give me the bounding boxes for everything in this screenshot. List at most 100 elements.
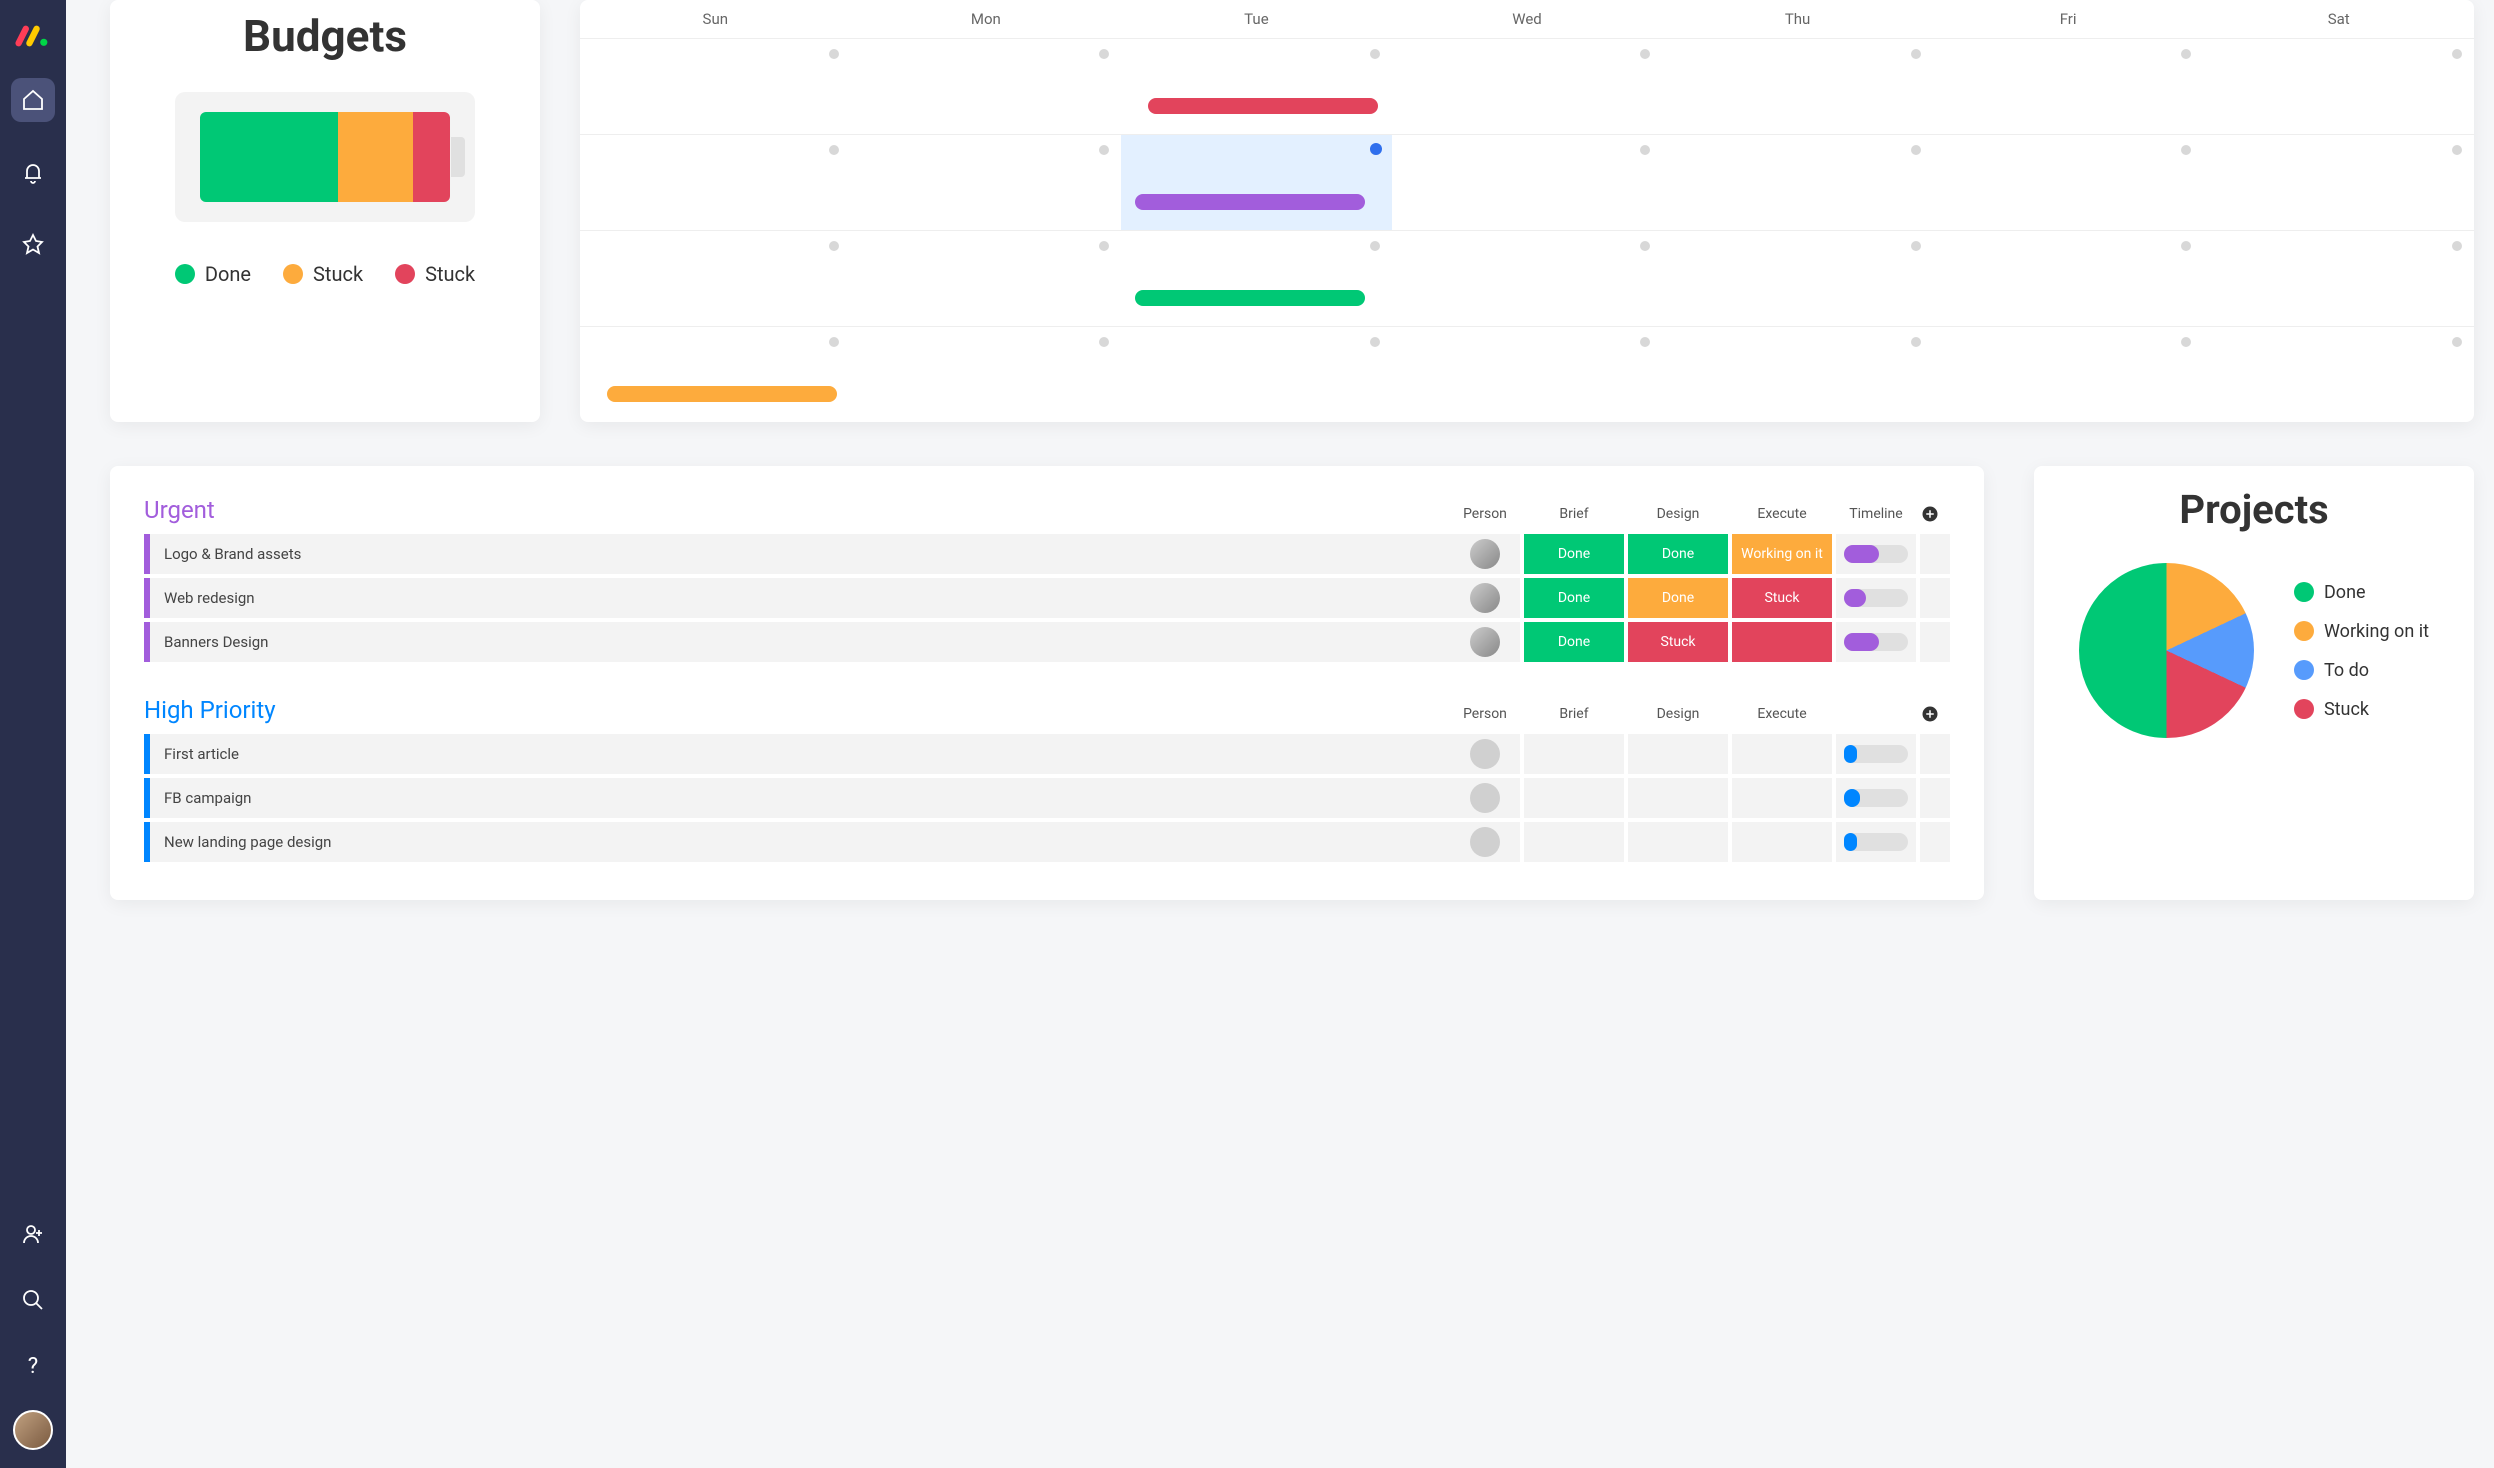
- calendar-cell[interactable]: [1392, 230, 1663, 326]
- timeline-cell[interactable]: [1836, 778, 1916, 818]
- person-cell[interactable]: [1450, 534, 1520, 574]
- calendar-cell[interactable]: [2203, 230, 2474, 326]
- task-name[interactable]: First article: [150, 734, 1450, 774]
- nav-search[interactable]: [11, 1278, 55, 1322]
- calendar-cell[interactable]: [1933, 326, 2204, 422]
- status-cell[interactable]: Done: [1628, 578, 1728, 618]
- person-cell[interactable]: [1450, 778, 1520, 818]
- calendar-widget: SunMonTueWedThuFriSat: [580, 0, 2474, 422]
- task-name[interactable]: New landing page design: [150, 822, 1450, 862]
- group-title[interactable]: Urgent: [144, 496, 215, 524]
- calendar-cell[interactable]: [1121, 326, 1392, 422]
- budgets-widget: Budgets DoneStuckStuck: [110, 0, 540, 422]
- status-cell[interactable]: Done: [1524, 578, 1624, 618]
- nav-home[interactable]: [11, 78, 55, 122]
- task-row[interactable]: Web redesignDoneDoneStuck: [144, 578, 1950, 618]
- calendar-cell[interactable]: [851, 326, 1122, 422]
- group-title[interactable]: High Priority: [144, 696, 276, 724]
- task-row[interactable]: Logo & Brand assetsDoneDoneWorking on it: [144, 534, 1950, 574]
- calendar-event[interactable]: [1148, 98, 1378, 114]
- calendar-cell[interactable]: [1392, 326, 1663, 422]
- task-name[interactable]: Web redesign: [150, 578, 1450, 618]
- timeline-cell[interactable]: [1836, 622, 1916, 662]
- calendar-cell[interactable]: [2203, 134, 2474, 230]
- calendar-cell[interactable]: [851, 134, 1122, 230]
- status-cell[interactable]: [1732, 734, 1832, 774]
- person-cell[interactable]: [1450, 578, 1520, 618]
- calendar-day-header: Wed: [1392, 0, 1663, 38]
- calendar-cell[interactable]: [580, 326, 851, 422]
- status-cell[interactable]: Stuck: [1732, 578, 1832, 618]
- nav-notifications[interactable]: [11, 150, 55, 194]
- status-cell[interactable]: [1732, 622, 1832, 662]
- task-row[interactable]: FB campaign: [144, 778, 1950, 818]
- calendar-cell[interactable]: [1662, 134, 1933, 230]
- status-cell[interactable]: Done: [1524, 534, 1624, 574]
- calendar-cell[interactable]: [1392, 134, 1663, 230]
- projects-legend-item: Stuck: [2294, 699, 2429, 720]
- task-name[interactable]: Logo & Brand assets: [150, 534, 1450, 574]
- nav-invite[interactable]: [11, 1212, 55, 1256]
- add-column-button[interactable]: [1920, 704, 1940, 724]
- person-cell[interactable]: [1450, 822, 1520, 862]
- column-header: Design: [1628, 506, 1728, 522]
- status-cell[interactable]: [1524, 778, 1624, 818]
- calendar-cell[interactable]: [1121, 230, 1392, 326]
- column-header: Timeline: [1836, 506, 1916, 522]
- task-name[interactable]: Banners Design: [150, 622, 1450, 662]
- status-cell[interactable]: [1628, 734, 1728, 774]
- add-column-button[interactable]: [1920, 504, 1940, 524]
- timeline-cell[interactable]: [1836, 578, 1916, 618]
- task-row[interactable]: New landing page design: [144, 822, 1950, 862]
- status-cell[interactable]: Stuck: [1628, 622, 1728, 662]
- task-row[interactable]: Banners Design DoneStuck: [144, 622, 1950, 662]
- person-add-icon: [21, 1222, 45, 1246]
- person-cell[interactable]: [1450, 622, 1520, 662]
- nav-help[interactable]: ?: [11, 1344, 55, 1388]
- calendar-cell[interactable]: [580, 38, 851, 134]
- calendar-cell[interactable]: [1121, 134, 1392, 230]
- calendar-day-header: Mon: [851, 0, 1122, 38]
- person-cell[interactable]: [1450, 734, 1520, 774]
- timeline-cell[interactable]: [1836, 534, 1916, 574]
- task-row[interactable]: First article: [144, 734, 1950, 774]
- status-cell[interactable]: [1524, 822, 1624, 862]
- calendar-cell[interactable]: [1662, 326, 1933, 422]
- column-header: Design: [1628, 706, 1728, 722]
- calendar-cell[interactable]: [1392, 38, 1663, 134]
- calendar-cell[interactable]: [1662, 38, 1933, 134]
- status-cell[interactable]: [1732, 822, 1832, 862]
- status-cell[interactable]: Done: [1628, 534, 1728, 574]
- tasks-widget: UrgentPersonBriefDesignExecuteTimelineLo…: [110, 466, 1984, 900]
- sidebar: ?: [0, 0, 66, 1468]
- calendar-cell[interactable]: [1933, 134, 2204, 230]
- task-name[interactable]: FB campaign: [150, 778, 1450, 818]
- status-cell[interactable]: [1732, 778, 1832, 818]
- calendar-day-header: Sun: [580, 0, 851, 38]
- calendar-cell[interactable]: [580, 134, 851, 230]
- calendar-cell[interactable]: [851, 38, 1122, 134]
- spacer-cell: [1920, 822, 1950, 862]
- nav-favorites[interactable]: [11, 222, 55, 266]
- status-cell[interactable]: Working on it: [1732, 534, 1832, 574]
- calendar-cell[interactable]: [851, 230, 1122, 326]
- status-cell[interactable]: [1628, 778, 1728, 818]
- status-cell[interactable]: [1524, 734, 1624, 774]
- calendar-cell[interactable]: [580, 230, 851, 326]
- calendar-event[interactable]: [607, 386, 837, 402]
- user-avatar[interactable]: [13, 1410, 53, 1450]
- calendar-cell[interactable]: [2203, 38, 2474, 134]
- calendar-event[interactable]: [1135, 290, 1365, 306]
- status-cell[interactable]: [1628, 822, 1728, 862]
- timeline-cell[interactable]: [1836, 734, 1916, 774]
- person-empty: [1470, 783, 1500, 813]
- calendar-cell[interactable]: [1933, 230, 2204, 326]
- status-cell[interactable]: Done: [1524, 622, 1624, 662]
- timeline-cell[interactable]: [1836, 822, 1916, 862]
- column-header: Execute: [1732, 706, 1832, 722]
- calendar-cell[interactable]: [1933, 38, 2204, 134]
- calendar-event[interactable]: [1135, 194, 1365, 210]
- calendar-cell[interactable]: [2203, 326, 2474, 422]
- calendar-cell[interactable]: [1121, 38, 1392, 134]
- calendar-cell[interactable]: [1662, 230, 1933, 326]
